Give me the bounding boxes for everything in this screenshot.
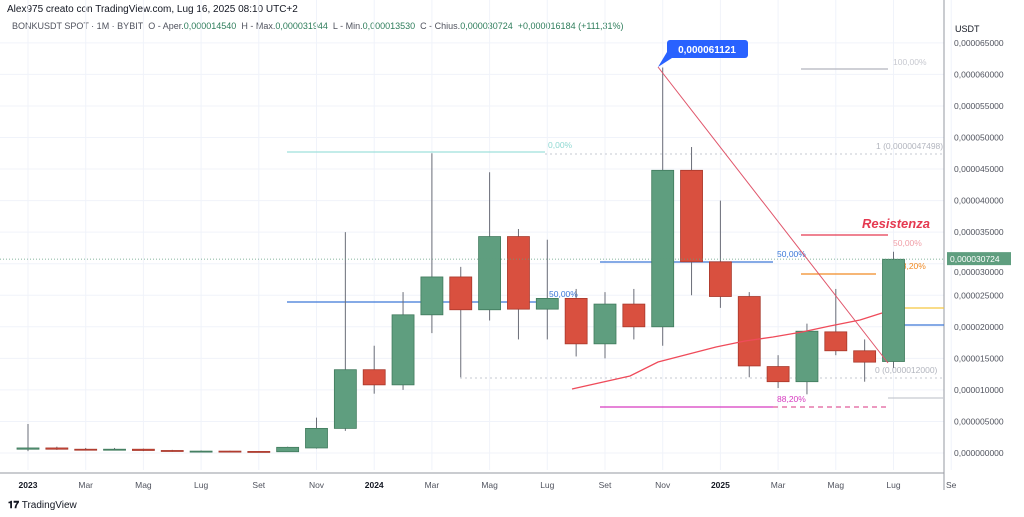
tradingview-logo[interactable]: 𝟏𝟕 TradingView xyxy=(8,500,77,511)
open-value: 0,000014540 xyxy=(183,21,237,31)
peak-callout-pointer xyxy=(658,52,672,67)
candle-body xyxy=(189,450,213,453)
candle-body xyxy=(449,276,473,311)
candle-body xyxy=(622,303,646,328)
change-value: +0,000016184 (+111,31%) xyxy=(517,21,624,31)
candle-body xyxy=(362,369,386,386)
open-label: O - Aper. xyxy=(148,21,184,31)
candle-body xyxy=(16,447,40,450)
downtrend-line xyxy=(657,66,889,364)
x-tick-label: Mar xyxy=(425,480,440,490)
y-tick-label: 0,000065000 xyxy=(954,38,1004,48)
author-line: Alex975 creato con TradingView.com, Lug … xyxy=(7,4,298,15)
current-price-badge xyxy=(947,252,1011,266)
candle-body xyxy=(160,450,184,452)
x-tick-label: Set xyxy=(252,480,265,490)
x-tick-label: Mag xyxy=(828,480,845,490)
x-tick-label: 2024 xyxy=(365,480,384,490)
candle-body xyxy=(507,236,530,310)
x-tick-label: Mag xyxy=(135,480,152,490)
candle-body xyxy=(564,298,588,345)
x-tick-label: 2023 xyxy=(19,480,38,490)
candle-body xyxy=(882,258,905,362)
candle-body xyxy=(276,446,300,453)
fib-50-label-2: 50,00% xyxy=(777,249,806,259)
y-tick-label: 0,000040000 xyxy=(954,196,1004,206)
fib-882-label: 88,20% xyxy=(777,394,806,404)
fib-50-label-3: 50,00% xyxy=(893,238,922,248)
low-value: 0,000013530 xyxy=(362,21,416,31)
x-tick-label: 2025 xyxy=(711,480,730,490)
candle-body xyxy=(103,448,126,451)
fib-0b-label: 0 (0,000012000) xyxy=(875,365,938,375)
fib-1-label: 1 (0,0000047498) xyxy=(876,141,943,151)
candle-body xyxy=(74,448,98,451)
candle-body xyxy=(795,330,819,383)
candle-body xyxy=(305,427,328,449)
candle-body xyxy=(737,296,761,367)
y-tick-label: 0,000015000 xyxy=(954,353,1004,363)
x-tick-label: Set xyxy=(599,480,612,490)
fib-100-label: 100,00% xyxy=(893,57,927,67)
candle-body xyxy=(535,298,559,310)
candle-body xyxy=(709,261,732,297)
y-tick-label: 0,000050000 xyxy=(954,133,1004,143)
fib-782-label: 78,20% xyxy=(897,261,926,271)
close-value: 0,000030724 xyxy=(460,21,513,31)
candle-body xyxy=(131,448,155,451)
x-tick-label: Lug xyxy=(194,480,208,490)
current-price-label: 0,000030724 xyxy=(950,254,1000,264)
candle-body xyxy=(247,451,271,453)
symbol: BONKUSDT SPOT · 1M · BYBIT xyxy=(12,21,144,31)
y-tick-label: 0,000025000 xyxy=(954,290,1004,300)
y-tick-label: 0,000045000 xyxy=(954,164,1004,174)
candle-body xyxy=(218,450,242,453)
candle-body xyxy=(651,169,675,328)
x-tick-label: Mar xyxy=(771,480,786,490)
brand-label: TradingView xyxy=(21,500,77,511)
y-tick-label: 0,000010000 xyxy=(954,385,1004,395)
x-tick-label: Lug xyxy=(540,480,554,490)
y-tick-label: 0,000060000 xyxy=(954,69,1004,79)
fib-0-label: 0,00% xyxy=(548,140,573,150)
close-label: C - Chius. xyxy=(420,21,461,31)
high-value: 0,000031944 xyxy=(275,21,328,31)
y-tick-label: 0,000030000 xyxy=(954,267,1004,277)
x-tick-label: Lug xyxy=(886,480,900,490)
candle-body xyxy=(766,366,790,383)
x-tick-label: Mag xyxy=(481,480,498,490)
x-tick-label: Mar xyxy=(78,480,93,490)
candle-body xyxy=(391,314,415,386)
y-tick-label: 0,000035000 xyxy=(954,227,1004,237)
peak-callout xyxy=(667,40,748,58)
y-tick-label: 0,000005000 xyxy=(954,416,1004,426)
candle-body xyxy=(333,369,357,429)
moving-average-line xyxy=(571,312,883,390)
candle-body xyxy=(420,276,444,316)
candle-body xyxy=(853,350,877,363)
x-tick-label: Se xyxy=(946,480,957,490)
y-tick-label: 0,000000000 xyxy=(954,448,1004,458)
x-tick-label: Nov xyxy=(309,480,325,490)
candle-body xyxy=(593,303,617,345)
x-tick-label: Nov xyxy=(655,480,671,490)
y-axis-unit: USDT xyxy=(955,24,980,34)
low-label: L - Min. xyxy=(332,21,363,31)
candle-body xyxy=(680,169,703,263)
candle-body xyxy=(824,331,848,352)
peak-callout-label: 0,000061121 xyxy=(678,45,736,56)
resistance-label: Resistenza xyxy=(862,216,930,231)
fib-50-label-1: 50,00% xyxy=(549,289,578,299)
candle-body xyxy=(478,236,502,311)
y-tick-label: 0,000055000 xyxy=(954,101,1004,111)
y-tick-label: 0,000020000 xyxy=(954,322,1004,332)
candle-body xyxy=(45,447,69,450)
tv-logo-icon: 𝟏𝟕 xyxy=(8,500,20,511)
